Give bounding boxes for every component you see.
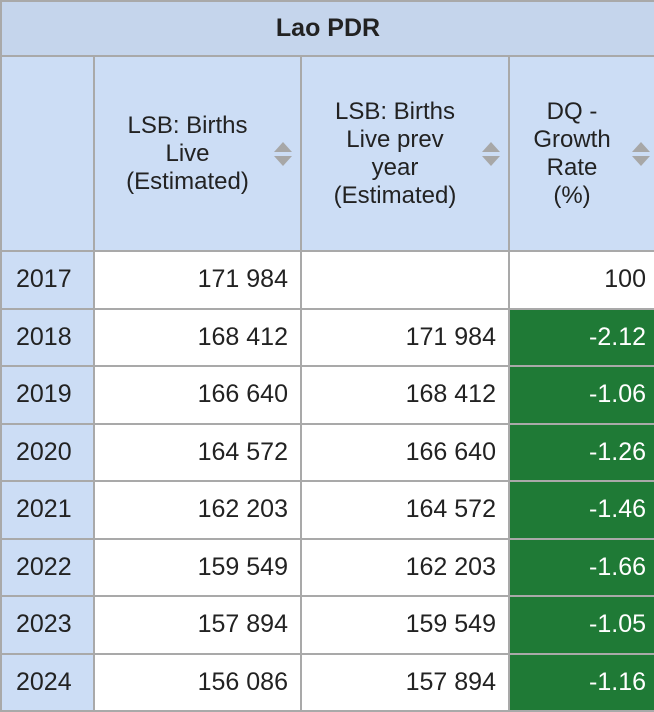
births-cell: 162 203 — [93, 480, 302, 540]
sort-arrows-icon[interactable] — [274, 141, 292, 166]
table-row: 2021 162 203 164 572 -1.46 — [0, 480, 654, 540]
births-cell: 166 640 — [93, 365, 302, 425]
growth-rate-cell: -1.06 — [508, 365, 654, 425]
row-year: 2023 — [0, 595, 95, 655]
column-header-label: LSB: Births Live (Estimated) — [126, 111, 249, 195]
prev-year-cell: 159 549 — [300, 595, 510, 655]
growth-rate-cell: 100 — [508, 250, 654, 310]
table-row: 2024 156 086 157 894 -1.16 — [0, 652, 654, 712]
sort-arrows-icon[interactable] — [632, 141, 650, 166]
table-title: Lao PDR — [0, 0, 654, 57]
growth-rate-cell: -2.12 — [508, 307, 654, 367]
table-row: 2020 164 572 166 640 -1.26 — [0, 422, 654, 482]
prev-year-cell: 164 572 — [300, 480, 510, 540]
row-year: 2021 — [0, 480, 95, 540]
growth-rate-cell: -1.26 — [508, 422, 654, 482]
column-header-label: DQ - Growth Rate (%) — [533, 97, 611, 209]
row-year: 2020 — [0, 422, 95, 482]
column-header-births[interactable]: LSB: Births Live (Estimated) — [93, 55, 302, 252]
growth-rate-cell: -1.66 — [508, 537, 654, 597]
table-row: 2018 168 412 171 984 -2.12 — [0, 307, 654, 367]
growth-rate-cell: -1.16 — [508, 652, 654, 712]
row-year: 2018 — [0, 307, 95, 367]
column-header-growth-rate[interactable]: DQ - Growth Rate (%) — [508, 55, 654, 252]
prev-year-cell — [300, 250, 510, 310]
column-header-label: LSB: Births Live prev year (Estimated) — [333, 97, 457, 209]
table-row: 2017 171 984 100 — [0, 250, 654, 310]
table-row: 2023 157 894 159 549 -1.05 — [0, 595, 654, 655]
births-cell: 164 572 — [93, 422, 302, 482]
births-cell: 171 984 — [93, 250, 302, 310]
column-header-births-prev-year[interactable]: LSB: Births Live prev year (Estimated) — [300, 55, 510, 252]
births-cell: 159 549 — [93, 537, 302, 597]
births-cell: 156 086 — [93, 652, 302, 712]
growth-rate-cell: -1.46 — [508, 480, 654, 540]
births-cell: 157 894 — [93, 595, 302, 655]
row-year: 2019 — [0, 365, 95, 425]
table-row: 2019 166 640 168 412 -1.06 — [0, 365, 654, 425]
growth-rate-cell: -1.05 — [508, 595, 654, 655]
header-corner — [0, 55, 95, 252]
prev-year-cell: 162 203 — [300, 537, 510, 597]
row-year: 2024 — [0, 652, 95, 712]
prev-year-cell: 168 412 — [300, 365, 510, 425]
prev-year-cell: 166 640 — [300, 422, 510, 482]
row-year: 2022 — [0, 537, 95, 597]
births-cell: 168 412 — [93, 307, 302, 367]
table-row: 2022 159 549 162 203 -1.66 — [0, 537, 654, 597]
prev-year-cell: 171 984 — [300, 307, 510, 367]
prev-year-cell: 157 894 — [300, 652, 510, 712]
row-year: 2017 — [0, 250, 95, 310]
sort-arrows-icon[interactable] — [482, 141, 500, 166]
